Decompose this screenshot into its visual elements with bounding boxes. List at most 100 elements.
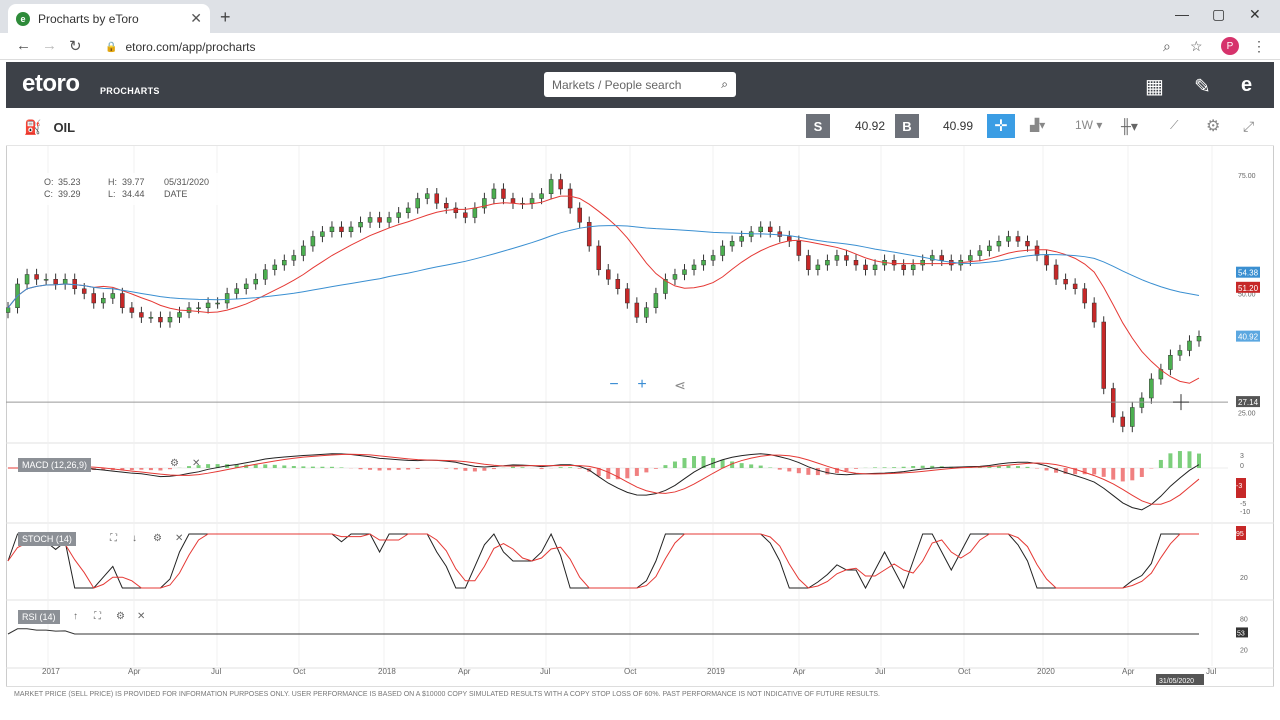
price-axis-tick: 75.00 [1238, 173, 1256, 180]
candle-body [1025, 241, 1030, 247]
price-chart[interactable]: 2017 Apr Jul Oct 2018 Apr Jul Oct 2019 Apr Jul Oct 2… [6, 146, 1274, 686]
time-axis-label: 2019 [707, 667, 725, 676]
candle-body [482, 198, 487, 209]
minimize-icon[interactable]: — [1175, 6, 1189, 22]
cursor-price-tag-text: 27.14 [1238, 398, 1259, 407]
candle-body [586, 222, 592, 247]
time-axis-label: Apr [1122, 667, 1135, 676]
macd-histogram-bar [491, 468, 496, 470]
timeframe-select[interactable]: 1W ▾ [1075, 118, 1103, 132]
macd-label[interactable]: MACD (12,26,9) [18, 458, 92, 472]
macd-histogram-bar [187, 466, 192, 468]
candle-body [396, 212, 401, 218]
macd-histogram-bar [568, 467, 573, 468]
macd-axis-tick: -10 [1240, 509, 1250, 516]
time-axis-label: 2017 [42, 667, 60, 676]
candle-body [196, 307, 201, 309]
macd-histogram-bar [1015, 466, 1020, 468]
macd-histogram-bar [482, 468, 487, 471]
crosshair-button[interactable]: ✛ [987, 114, 1015, 138]
macd-close-icon[interactable]: ✕ [192, 458, 201, 469]
macd-histogram-bar [1177, 451, 1182, 468]
time-axis-label: Oct [958, 667, 971, 676]
macd-histogram-bar [1073, 468, 1078, 475]
candle-body [120, 293, 125, 308]
disclaimer-footer: MARKET PRICE (SELL PRICE) IS PROVIDED FO… [6, 686, 1274, 706]
back-icon[interactable]: ← [16, 37, 31, 54]
stoch-maximize-icon[interactable]: ⛶ [110, 533, 117, 544]
zoom-search-icon[interactable]: ⌕ [1163, 38, 1171, 54]
rsi-label[interactable]: RSI (14) [18, 610, 60, 624]
macd-histogram-bar [387, 468, 392, 471]
candle-body [215, 302, 220, 305]
forward-icon[interactable]: → [42, 37, 57, 54]
browser-menu-icon[interactable]: ⋮ [1252, 38, 1266, 54]
url-field[interactable]: 🔒 etoro.com/app/procharts [95, 36, 1185, 58]
sell-price-tag [1236, 330, 1260, 342]
macd-histogram-bar [206, 464, 211, 468]
close-window-icon[interactable]: ✕ [1249, 6, 1261, 22]
candle-body [929, 255, 935, 261]
stoch-label[interactable]: STOCH (14) [18, 532, 76, 546]
candle-body [529, 198, 535, 204]
search-icon[interactable]: ⌕ [721, 77, 728, 91]
draw-pencil-icon[interactable]: ✎ [1194, 76, 1211, 98]
stoch-move-down-icon[interactable]: ↓ [132, 533, 137, 544]
close-tab-icon[interactable]: ✕ [190, 10, 202, 26]
indicators-icon[interactable]: ╫▾ [1121, 118, 1138, 134]
macd-histogram-bar [911, 466, 916, 468]
fullscreen-icon[interactable]: ⤢ [1243, 118, 1255, 134]
buy-button[interactable]: B [895, 114, 919, 138]
etoro-logo[interactable]: etoro [22, 70, 80, 97]
candle-body [463, 212, 468, 218]
chart-type-icon[interactable]: ▟▾ [1030, 118, 1046, 132]
candle-body [1120, 416, 1126, 427]
stoch-settings-icon[interactable]: ⚙ [153, 533, 162, 544]
url-text: etoro.com/app/procharts [125, 40, 256, 54]
rsi-settings-icon[interactable]: ⚙ [116, 611, 125, 622]
macd-histogram-bar [339, 467, 344, 468]
rsi-move-up-icon[interactable]: ↑ [73, 611, 78, 622]
candle-body [920, 260, 925, 266]
settings-gear-icon[interactable]: ⚙ [1206, 118, 1221, 135]
candle-body [6, 307, 11, 313]
rsi-line [7, 628, 1199, 635]
browser-tab[interactable]: e Procharts by eToro ✕ [8, 4, 210, 33]
reload-icon[interactable]: ↻ [69, 38, 82, 55]
candle-body [577, 207, 582, 223]
macd-histogram-bar [396, 468, 401, 470]
candle-body [291, 255, 297, 261]
candle-body [539, 193, 544, 199]
ohlc-high: 39.77 [122, 177, 145, 187]
candle-body [53, 279, 58, 285]
zoom-out-button[interactable]: − [609, 376, 619, 393]
rsi-axis-tick: 20 [1240, 648, 1248, 655]
macd-settings-icon[interactable]: ⚙ [170, 458, 179, 469]
etoro-app-icon[interactable]: e [1241, 74, 1253, 96]
maximize-icon[interactable]: ▢ [1212, 6, 1226, 22]
etoro-favicon-icon: e [16, 11, 30, 26]
candle-body [1187, 340, 1192, 351]
rsi-maximize-icon[interactable]: ⛶ [94, 611, 101, 622]
sell-button[interactable]: S [806, 114, 830, 138]
markets-search-input[interactable]: Markets / People search ⌕ [544, 72, 736, 97]
profile-avatar[interactable]: P [1221, 37, 1239, 55]
candle-body [634, 302, 640, 318]
candle-body [863, 264, 868, 270]
share-icon[interactable]: ⋖ [674, 376, 686, 393]
time-axis-label: Jul [211, 667, 221, 676]
instrument-name: OIL [53, 120, 76, 135]
bookmark-star-icon[interactable]: ☆ [1190, 38, 1203, 54]
time-axis-label: Jul [1206, 667, 1216, 676]
candle-body [415, 198, 420, 209]
rsi-close-icon[interactable]: ✕ [137, 611, 146, 622]
new-tab-icon[interactable]: + [220, 7, 231, 27]
macd-histogram-bar [1130, 468, 1135, 481]
zoom-in-button[interactable]: + [637, 376, 647, 393]
candle-body [34, 274, 39, 280]
drawing-tools-icon[interactable]: ⟋ [1170, 118, 1179, 132]
stoch-close-icon[interactable]: ✕ [175, 533, 184, 544]
macd-histogram-bar [730, 461, 735, 468]
layout-icon[interactable]: ▦ [1145, 76, 1164, 98]
candle-body [825, 260, 830, 266]
